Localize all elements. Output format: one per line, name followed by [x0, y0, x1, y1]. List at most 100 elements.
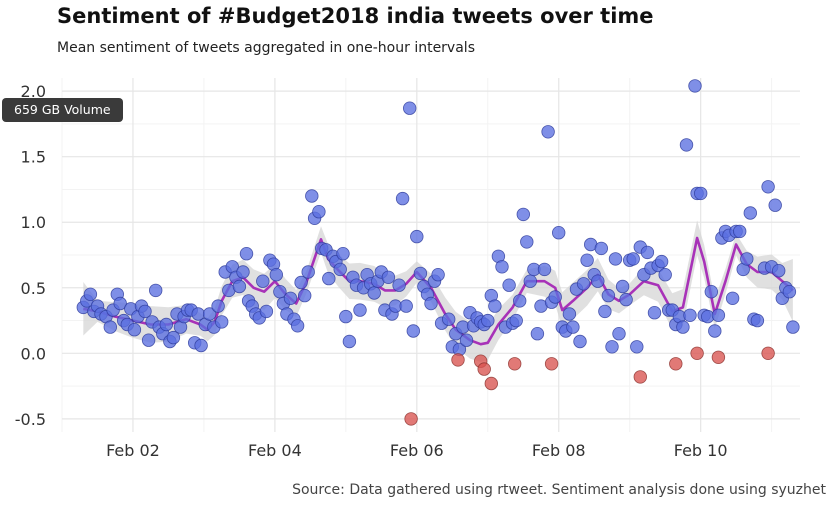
positive-sentiment-point	[576, 277, 591, 291]
positive-sentiment-point	[395, 191, 410, 206]
negative-sentiment-point	[544, 357, 559, 371]
positive-sentiment-point	[322, 271, 336, 286]
positive-sentiment-point	[591, 274, 605, 288]
positive-sentiment-point	[367, 286, 381, 300]
positive-sentiment-point	[782, 285, 797, 299]
positive-sentiment-point	[768, 198, 782, 212]
positive-sentiment-point	[283, 291, 298, 306]
positive-sentiment-point	[598, 304, 612, 319]
negative-sentiment-point	[711, 350, 726, 365]
positive-sentiment-point	[612, 327, 626, 341]
positive-sentiment-point	[239, 246, 254, 261]
positive-sentiment-point	[688, 79, 702, 93]
positive-sentiment-point	[626, 252, 640, 266]
positive-sentiment-point	[537, 262, 552, 277]
positive-sentiment-point	[342, 334, 357, 349]
positive-sentiment-point	[305, 189, 319, 203]
positive-sentiment-point	[298, 288, 312, 303]
positive-sentiment-point	[236, 265, 250, 279]
positive-sentiment-point	[683, 308, 697, 323]
positive-sentiment-point	[259, 304, 274, 319]
positive-sentiment-point	[406, 324, 421, 338]
positive-sentiment-point	[166, 330, 181, 345]
negative-sentiment-point	[508, 357, 522, 371]
x-tick-label: Feb 10	[674, 441, 728, 460]
positive-sentiment-point	[615, 279, 630, 294]
confidence-band-area	[83, 220, 793, 362]
negative-sentiment-point	[690, 346, 704, 361]
positive-sentiment-point	[509, 313, 523, 328]
negative-sentiment-point	[404, 412, 418, 426]
positive-sentiment-point	[488, 299, 502, 313]
positive-sentiment-point	[630, 340, 644, 354]
positive-sentiment-point	[580, 253, 594, 267]
positive-sentiment-point	[605, 340, 619, 354]
positive-sentiment-point	[520, 235, 534, 249]
positive-sentiment-point	[410, 229, 424, 244]
positive-sentiment-point	[202, 307, 217, 321]
positive-sentiment-point	[647, 306, 662, 320]
positive-sentiment-point	[336, 246, 350, 261]
positive-sentiment-point	[399, 299, 413, 313]
x-tick-label: Feb 02	[106, 441, 160, 460]
positive-sentiment-point	[403, 101, 417, 115]
positive-sentiment-point	[333, 262, 347, 277]
positive-sentiment-point	[211, 299, 225, 313]
positive-sentiment-point	[566, 320, 580, 334]
negative-sentiment-point	[761, 346, 775, 361]
positive-sentiment-point	[232, 279, 247, 294]
positive-sentiment-point	[704, 285, 719, 299]
y-tick-label: 0.5	[21, 279, 46, 298]
positive-sentiment-point	[601, 288, 616, 303]
positive-sentiment-point	[481, 313, 495, 328]
positive-sentiment-point	[548, 290, 562, 304]
positive-sentiment-point	[442, 312, 456, 326]
positive-sentiment-point	[786, 320, 800, 334]
positive-sentiment-point	[573, 334, 587, 349]
positive-sentiment-point	[269, 268, 284, 282]
positive-sentiment-point	[676, 320, 690, 334]
positive-sentiment-point	[194, 338, 208, 353]
positive-sentiment-point	[113, 296, 127, 311]
positive-sentiment-point	[256, 274, 270, 288]
grid-lines	[61, 78, 800, 432]
negative-sentiment-point	[633, 370, 648, 384]
positive-sentiment-point	[148, 283, 163, 298]
positive-sentiment-point	[761, 180, 775, 194]
positive-sentiment-point	[708, 324, 722, 338]
negative-sentiment-point	[451, 353, 465, 367]
positive-sentiment-point	[523, 274, 538, 288]
negative-sentiment-point	[669, 357, 683, 371]
positive-sentiment-point	[502, 278, 516, 292]
negative-sentiment-point	[477, 362, 491, 376]
y-tick-label: -0.5	[15, 410, 46, 429]
positive-sentiment-point	[640, 245, 655, 260]
positive-sentiment-point	[530, 327, 545, 341]
positive-sentiment-point	[138, 304, 152, 319]
positive-sentiment-point	[381, 270, 396, 285]
chart-subtitle: Mean sentiment of tweets aggregated in o…	[57, 40, 475, 56]
positive-sentiment-point	[431, 268, 445, 282]
positive-sentiment-point	[516, 207, 531, 222]
positive-sentiment-point	[159, 317, 174, 332]
positive-sentiment-point	[733, 224, 747, 239]
volume-tooltip: 659 GB Volume	[2, 98, 123, 122]
positive-sentiment-point	[294, 275, 308, 290]
positive-sentiment-point	[312, 204, 326, 219]
positive-sentiment-point	[740, 252, 754, 266]
y-tick-label: 0.0	[21, 344, 46, 363]
y-tick-label: 1.0	[21, 213, 46, 232]
positive-sentiment-point	[552, 225, 566, 240]
positive-sentiment-point	[772, 264, 786, 278]
positive-sentiment-point	[658, 268, 672, 282]
positive-sentiment-point	[392, 278, 406, 292]
chart-caption: Source: Data gathered using rtweet. Sent…	[292, 482, 826, 498]
positive-sentiment-point	[679, 138, 694, 152]
positive-sentiment-point	[743, 206, 758, 220]
positive-sentiment-point	[339, 309, 353, 324]
x-tick-label: Feb 08	[532, 441, 586, 460]
positive-sentiment-point	[301, 265, 315, 279]
chart-title: Sentiment of #Budget2018 india tweets ov…	[57, 4, 654, 28]
negative-sentiment-point	[484, 376, 499, 391]
